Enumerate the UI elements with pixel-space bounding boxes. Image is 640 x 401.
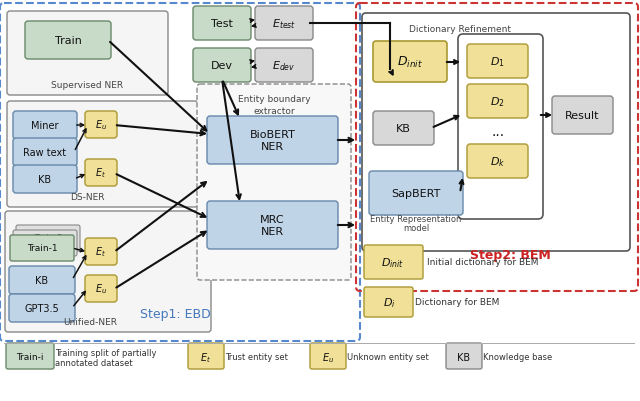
- FancyBboxPatch shape: [193, 7, 251, 41]
- Text: $E_t$: $E_t$: [200, 350, 211, 364]
- FancyBboxPatch shape: [13, 231, 77, 256]
- FancyBboxPatch shape: [5, 211, 211, 332]
- Text: Dev: Dev: [211, 61, 233, 71]
- Text: $D_k$: $D_k$: [490, 155, 505, 168]
- Text: $E_{test}$: $E_{test}$: [272, 17, 296, 31]
- Text: Test: Test: [211, 19, 233, 29]
- Text: KB: KB: [396, 124, 411, 134]
- Text: $E_u$: $E_u$: [95, 118, 107, 132]
- FancyBboxPatch shape: [467, 85, 528, 119]
- Text: Supervised NER: Supervised NER: [51, 81, 123, 90]
- Text: Raw text: Raw text: [24, 148, 67, 158]
- Text: Train-i: Train-i: [16, 352, 44, 362]
- FancyBboxPatch shape: [188, 343, 224, 369]
- FancyBboxPatch shape: [467, 45, 528, 79]
- FancyBboxPatch shape: [255, 7, 313, 41]
- Text: SapBERT: SapBERT: [391, 188, 441, 198]
- Text: Unknown entity set: Unknown entity set: [347, 352, 429, 362]
- FancyBboxPatch shape: [85, 112, 117, 139]
- FancyBboxPatch shape: [85, 160, 117, 186]
- Text: MRC
NER: MRC NER: [260, 215, 285, 236]
- FancyBboxPatch shape: [197, 85, 351, 280]
- FancyBboxPatch shape: [207, 117, 338, 164]
- FancyBboxPatch shape: [6, 343, 54, 369]
- Text: ...: ...: [492, 125, 504, 139]
- FancyBboxPatch shape: [373, 112, 434, 146]
- FancyBboxPatch shape: [16, 225, 80, 251]
- FancyBboxPatch shape: [369, 172, 463, 215]
- Text: Training split of partially: Training split of partially: [55, 348, 157, 358]
- Text: Step1: EBD: Step1: EBD: [140, 308, 211, 321]
- FancyBboxPatch shape: [467, 145, 528, 178]
- FancyBboxPatch shape: [7, 102, 198, 207]
- Text: $D_{init}$: $D_{init}$: [381, 255, 404, 269]
- Text: $D_i$: $D_i$: [383, 296, 396, 309]
- FancyBboxPatch shape: [13, 166, 77, 194]
- Text: $D_1$: $D_1$: [490, 55, 505, 69]
- Text: $E_t$: $E_t$: [95, 166, 106, 180]
- FancyBboxPatch shape: [364, 245, 423, 279]
- Text: annotated dataset: annotated dataset: [55, 358, 132, 368]
- FancyBboxPatch shape: [25, 22, 111, 60]
- Text: $E_u$: $E_u$: [322, 350, 334, 364]
- Text: Entity boundary: Entity boundary: [237, 95, 310, 104]
- Text: Knowledge base: Knowledge base: [483, 352, 552, 362]
- FancyBboxPatch shape: [255, 49, 313, 83]
- Text: extractor: extractor: [253, 106, 295, 115]
- FancyBboxPatch shape: [364, 287, 413, 317]
- FancyBboxPatch shape: [446, 343, 482, 369]
- Text: Result: Result: [565, 111, 600, 121]
- Text: Dictionary Refinement: Dictionary Refinement: [409, 25, 511, 34]
- FancyBboxPatch shape: [310, 343, 346, 369]
- Text: $E_t$: $E_t$: [95, 245, 106, 259]
- FancyBboxPatch shape: [552, 97, 613, 135]
- FancyBboxPatch shape: [373, 42, 447, 83]
- Text: Entity Representation: Entity Representation: [371, 215, 461, 224]
- FancyBboxPatch shape: [7, 12, 168, 96]
- Text: Dictionary for BEM: Dictionary for BEM: [415, 298, 499, 307]
- Text: Train: Train: [54, 36, 81, 46]
- Text: Train-3: Train-3: [34, 234, 62, 243]
- Text: GPT3.5: GPT3.5: [24, 303, 60, 313]
- FancyBboxPatch shape: [362, 14, 630, 251]
- FancyBboxPatch shape: [9, 294, 75, 322]
- FancyBboxPatch shape: [9, 266, 75, 294]
- Text: Trust entity set: Trust entity set: [225, 352, 288, 362]
- FancyBboxPatch shape: [10, 235, 74, 261]
- Text: KB: KB: [458, 352, 470, 362]
- Text: $E_{dev}$: $E_{dev}$: [272, 59, 296, 73]
- Text: Unified-NER: Unified-NER: [63, 318, 117, 327]
- FancyBboxPatch shape: [193, 49, 251, 83]
- FancyBboxPatch shape: [13, 139, 77, 166]
- Text: Train-2: Train-2: [31, 239, 59, 248]
- FancyBboxPatch shape: [207, 201, 338, 249]
- FancyBboxPatch shape: [85, 239, 117, 265]
- Text: Initial dictionary for BEM: Initial dictionary for BEM: [427, 258, 538, 267]
- FancyBboxPatch shape: [458, 35, 543, 219]
- Text: BioBERT
NER: BioBERT NER: [250, 130, 296, 152]
- Text: DS-NER: DS-NER: [70, 193, 104, 202]
- Text: $E_u$: $E_u$: [95, 282, 107, 296]
- Text: model: model: [403, 224, 429, 233]
- FancyBboxPatch shape: [13, 112, 77, 140]
- Text: Step2: BEM: Step2: BEM: [470, 248, 550, 261]
- Text: Train-1: Train-1: [27, 244, 58, 253]
- FancyBboxPatch shape: [85, 275, 117, 302]
- Text: $D_2$: $D_2$: [490, 95, 505, 109]
- Text: KB: KB: [35, 275, 49, 285]
- Text: KB: KB: [38, 174, 52, 184]
- Text: $D_{init}$: $D_{init}$: [397, 55, 423, 70]
- Text: Miner: Miner: [31, 121, 59, 131]
